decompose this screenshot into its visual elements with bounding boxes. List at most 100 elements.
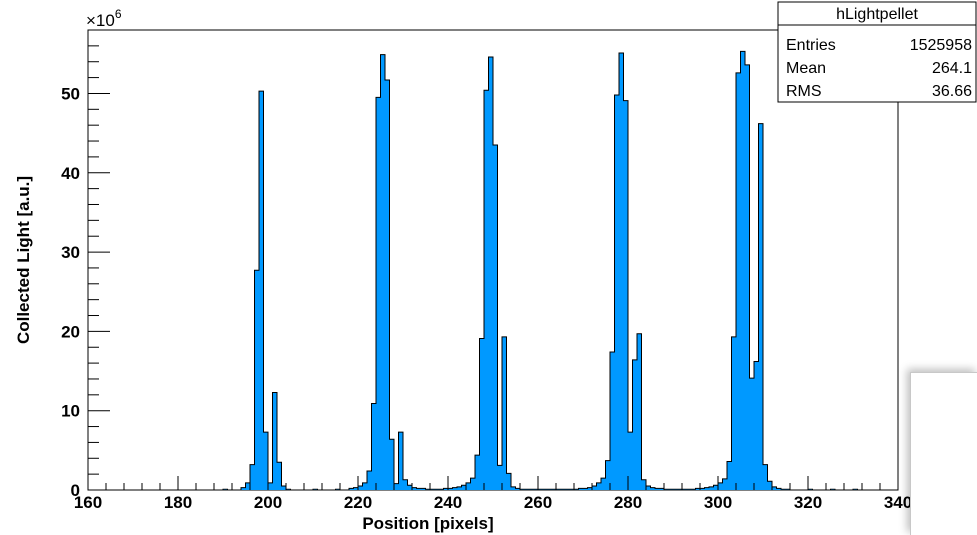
histogram-bar [740,51,745,491]
histogram-bar [641,479,646,490]
histogram-bar [367,470,372,490]
histogram-bar [389,439,394,490]
histogram-bar [479,338,484,490]
y-tick-label: 40 [61,164,80,183]
histogram-bar [254,270,259,490]
x-axis-ticks [87,476,899,490]
x-axis-tick-labels: 160 180 200 220 240 260 280 300 320 340 [74,493,912,512]
histogram-bar [745,64,750,491]
y-multiplier: ×106 [86,7,122,30]
histogram-bar [268,482,273,490]
histogram-bar [709,486,714,490]
overlapping-window [910,372,977,535]
stats-entries-label: Entries [786,37,836,54]
histogram-bar [362,482,367,490]
histogram-bar [587,487,592,490]
histogram-bar [713,485,718,490]
histogram-bar [475,455,480,490]
x-tick-label: 220 [344,493,372,512]
histogram-bar [263,432,268,490]
histogram-bar [241,487,246,490]
histogram-bar [412,487,417,490]
histogram-bar [506,473,511,490]
stats-mean-value: 264.1 [932,60,972,77]
histogram-bar [772,486,777,490]
x-tick-label: 260 [524,493,552,512]
histogram-bar [718,482,723,490]
histogram-bar [376,97,381,491]
x-tick-label: 180 [164,493,192,512]
stats-rms-value: 36.66 [932,83,972,100]
histogram-bar [601,478,606,490]
histogram-bar [484,90,489,490]
x-axis-title: Position [pixels] [362,514,493,533]
histogram-bar [502,336,507,490]
histogram-bar [736,72,741,491]
y-tick-label: 0 [71,481,80,500]
y-axis-title: Collected Light [a.u.] [14,176,33,344]
histogram-bar [637,333,642,490]
x-tick-label: 280 [614,493,642,512]
histogram-bar [650,487,655,490]
y-tick-label: 30 [61,243,80,262]
histogram-bar [731,336,736,490]
histogram-bar [353,487,358,490]
y-multiplier-base: ×10 [86,11,115,30]
histogram-bar [659,488,664,490]
histogram-bar [727,461,732,490]
histogram-bar [349,488,354,490]
histogram-bar [457,486,462,490]
histogram-bar [763,464,768,490]
histogram-bar [655,488,660,490]
x-tick-label: 160 [74,493,102,512]
histogram-bar [497,465,502,490]
x-tick-label: 240 [434,493,462,512]
histogram-bar [614,95,619,490]
stats-box: hLightpellet Entries 1525958 Mean 264.1 … [777,1,977,103]
y-tick-label: 10 [61,402,80,421]
stats-title: hLightpellet [836,6,918,23]
histogram-bar [416,488,421,490]
histogram-bar [700,488,705,490]
histogram-bar [646,486,651,490]
x-tick-label: 200 [254,493,282,512]
histogram-bar [583,488,588,490]
histogram-bar [448,488,453,490]
histogram-bar [578,488,583,490]
histogram-bar [749,378,754,490]
histogram-bar [277,462,282,490]
histogram-bar [754,361,759,490]
histogram-bar [695,488,700,490]
histogram-outline [222,50,858,490]
histogram-bar [407,485,412,490]
histogram-bar [515,488,520,490]
histogram-bar [776,488,781,490]
histogram-bars [223,51,858,491]
y-axis-tick-labels: 0 10 20 30 40 50 [61,84,80,500]
x-tick-label: 320 [794,493,822,512]
histogram-bar [452,487,457,490]
histogram-bar [488,56,493,491]
y-tick-label: 50 [61,84,80,103]
histogram-bar [245,482,250,490]
histogram-bar [767,481,772,490]
histogram-bar [403,479,408,490]
histogram-bar [592,486,597,490]
histogram-bar [358,486,363,490]
histogram-bar [605,460,610,490]
histogram-bar [250,464,255,490]
histogram-bar [272,392,277,490]
histogram-bar [398,432,403,490]
histogram-bar [722,478,727,490]
histogram-bar [704,487,709,490]
histogram-bar [443,488,448,490]
x-tick-label: 340 [884,493,912,512]
histogram-bar [758,123,763,490]
histogram-bar [281,486,286,490]
stats-mean-label: Mean [786,60,826,77]
stats-rms-label: RMS [786,83,822,100]
histogram-bar [259,91,264,490]
histogram-bar [493,145,498,490]
histogram-bar [385,79,390,490]
